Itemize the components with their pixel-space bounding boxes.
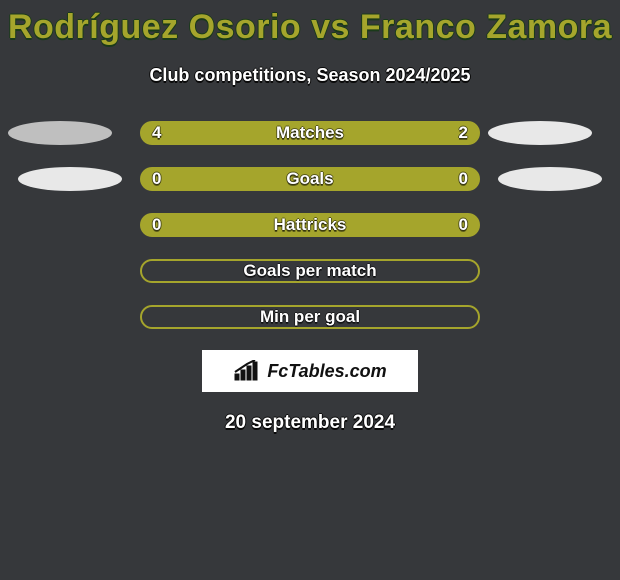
stat-label: Goals per match: [142, 261, 478, 281]
stat-row: 0 0Hattricks: [0, 212, 620, 238]
stat-row: Goals per match: [0, 258, 620, 284]
stat-left-value: 0: [152, 215, 161, 235]
date-text: 20 september 2024: [0, 412, 620, 434]
stat-bar-track: 0 0Goals: [140, 167, 480, 191]
stat-label: Min per goal: [142, 307, 478, 327]
stat-bar-track: Goals per match: [140, 259, 480, 283]
stat-row: 42Matches: [0, 120, 620, 146]
stat-bar-track: 0 0Hattricks: [140, 213, 480, 237]
player-left-ellipse: [18, 167, 122, 191]
stat-label: Hattricks: [142, 215, 478, 235]
subtitle: Club competitions, Season 2024/2025: [0, 65, 620, 86]
logo-text: FcTables.com: [267, 361, 386, 382]
stat-left-value: 0: [152, 169, 161, 189]
stat-rows: 42Matches00Goals00HattricksGoals per mat…: [0, 120, 620, 330]
player-right-ellipse: [488, 121, 592, 145]
stat-right-value: 0: [459, 215, 468, 235]
player-left-ellipse: [8, 121, 112, 145]
fctables-icon: [233, 360, 261, 382]
stat-label: Goals: [142, 169, 478, 189]
bar-fill-right: [366, 123, 478, 143]
logo-box: FcTables.com: [202, 350, 418, 392]
stat-right-value: 0: [459, 169, 468, 189]
comparison-infographic: Rodríguez Osorio vs Franco Zamora Club c…: [0, 0, 620, 580]
stat-bar-track: Min per goal: [140, 305, 480, 329]
stat-row: 0 0Goals: [0, 166, 620, 192]
page-title: Rodríguez Osorio vs Franco Zamora: [0, 0, 620, 47]
bar-fill-left: [142, 123, 366, 143]
player-right-ellipse: [498, 167, 602, 191]
stat-row: Min per goal: [0, 304, 620, 330]
stat-bar-track: 42Matches: [140, 121, 480, 145]
